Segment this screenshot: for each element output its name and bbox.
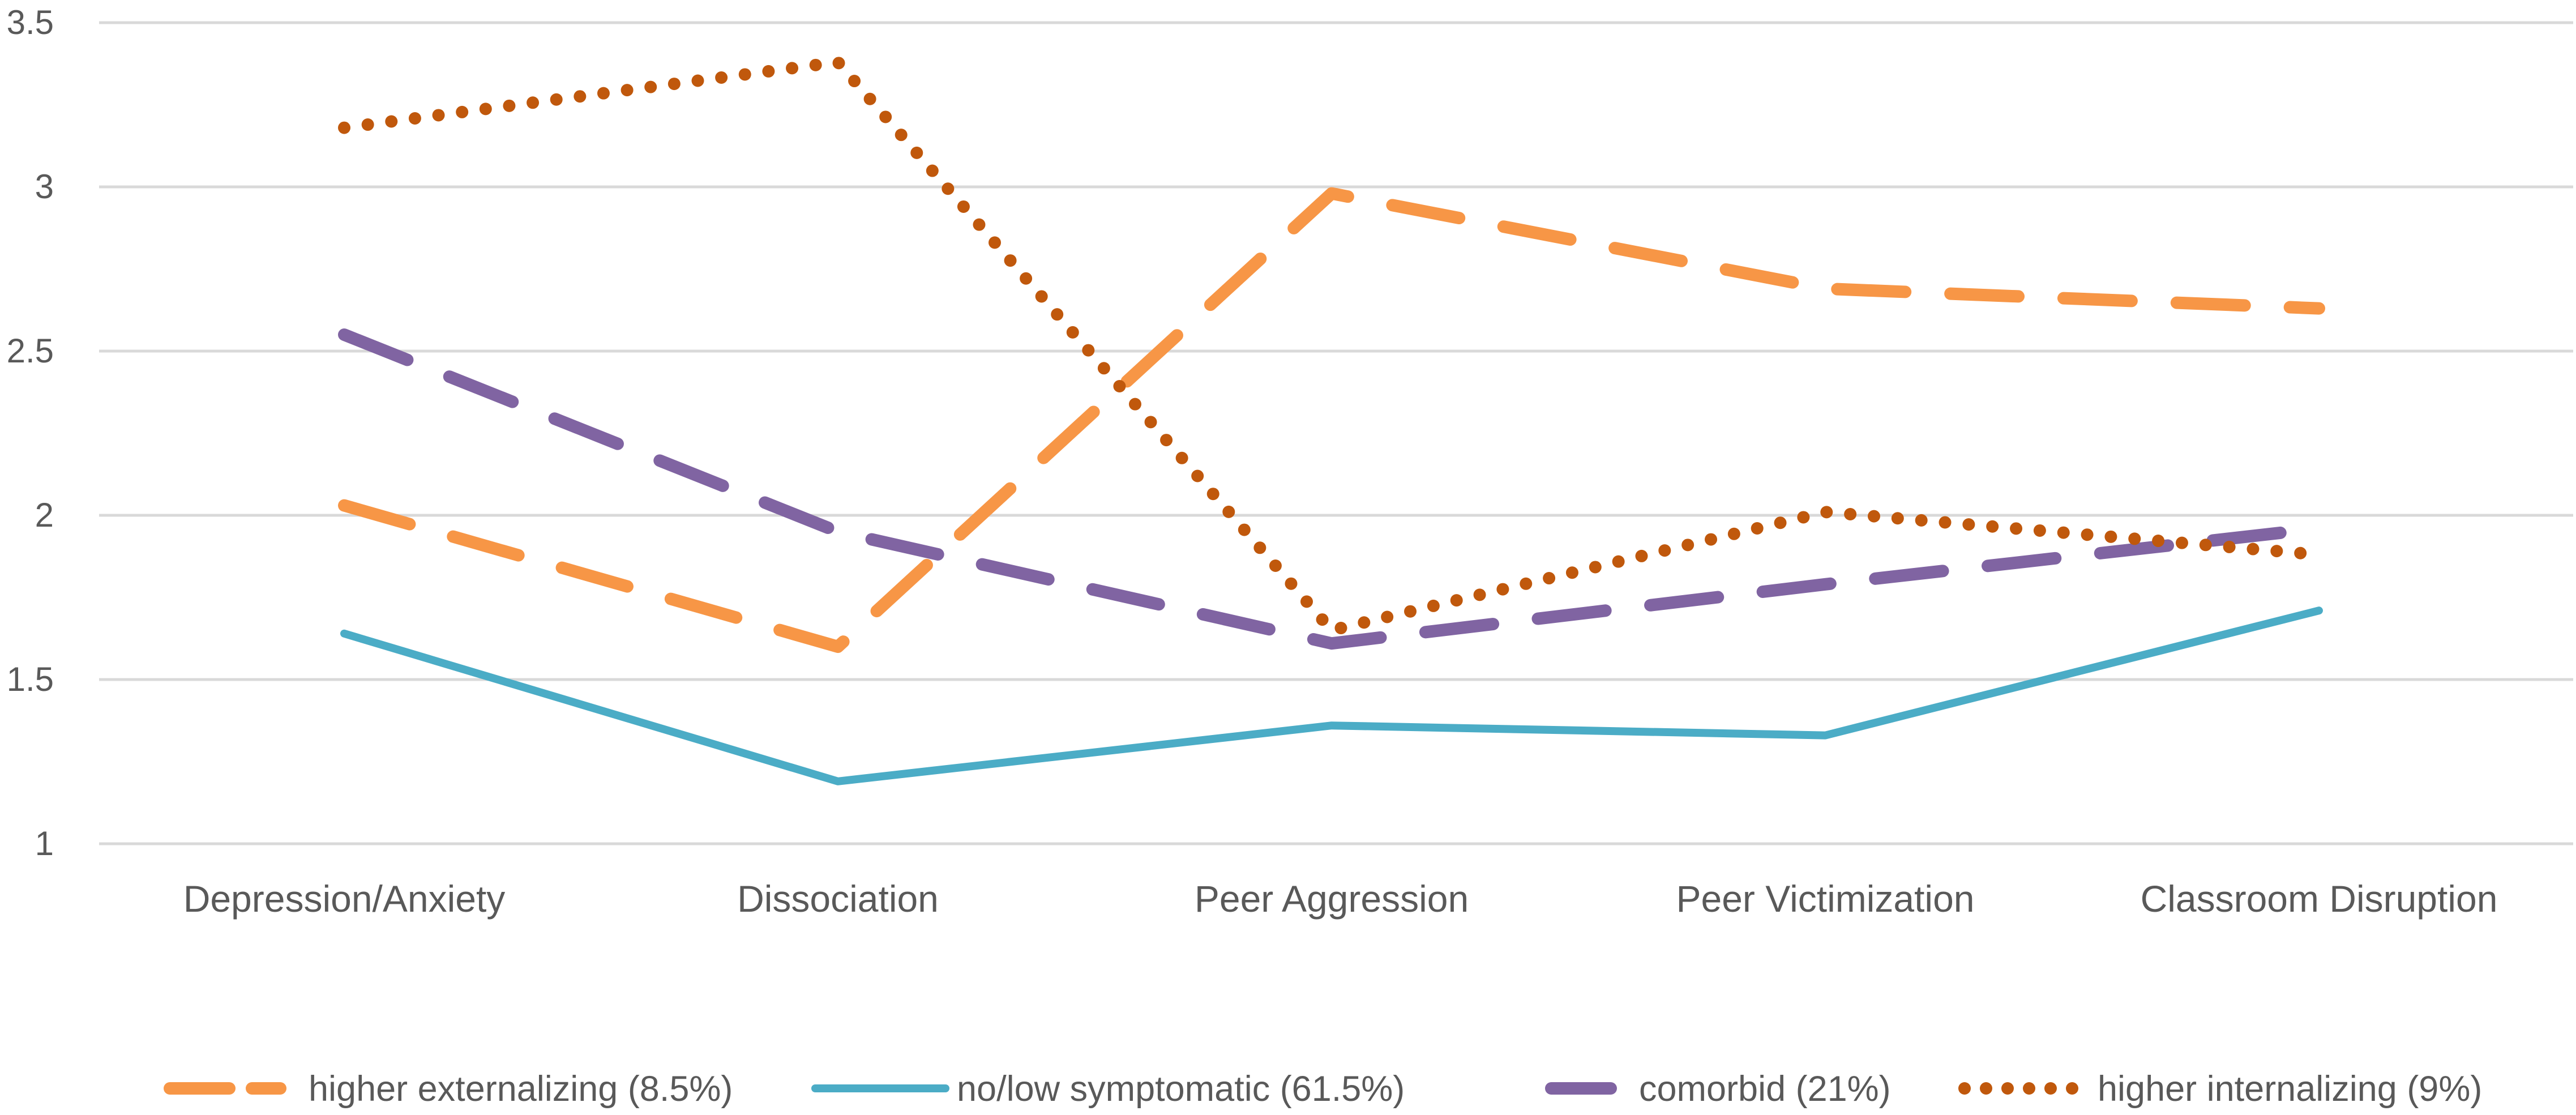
- legend: higher externalizing (8.5%) no/low sympto…: [164, 1069, 2482, 1109]
- y-tick-label: 1.5: [7, 660, 54, 698]
- y-tick-label: 2: [35, 496, 54, 534]
- x-category-label: Classroom Disruption: [2141, 878, 2498, 920]
- y-tick-label: 1: [35, 824, 54, 862]
- legend-label: comorbid (21%): [1639, 1069, 1891, 1109]
- y-axis-ticks: 1 1.5 2 2.5 3 3.5: [7, 3, 54, 862]
- series-line-3: [338, 55, 2325, 636]
- series-line-1: [340, 606, 2323, 785]
- x-category-label: Depression/Anxiety: [183, 878, 506, 920]
- series-lines: [338, 55, 2325, 785]
- legend-label: no/low symptomatic (61.5%): [957, 1069, 1405, 1109]
- y-tick-label: 3.5: [7, 3, 54, 41]
- x-axis-categories: Depression/Anxiety Dissociation Peer Aggre…: [183, 878, 2498, 920]
- y-tick-label: 3: [35, 168, 54, 206]
- gridlines: [99, 21, 2573, 845]
- y-tick-label: 2.5: [7, 332, 54, 370]
- legend-label: higher externalizing (8.5%): [309, 1069, 733, 1109]
- x-category-label: Dissociation: [737, 878, 939, 920]
- series-line-2: [338, 328, 2325, 650]
- x-category-label: Peer Aggression: [1195, 878, 1469, 920]
- legend-label: higher internalizing (9%): [2098, 1069, 2482, 1109]
- x-category-label: Peer Victimization: [1676, 878, 1974, 920]
- series-line-0: [338, 187, 2325, 653]
